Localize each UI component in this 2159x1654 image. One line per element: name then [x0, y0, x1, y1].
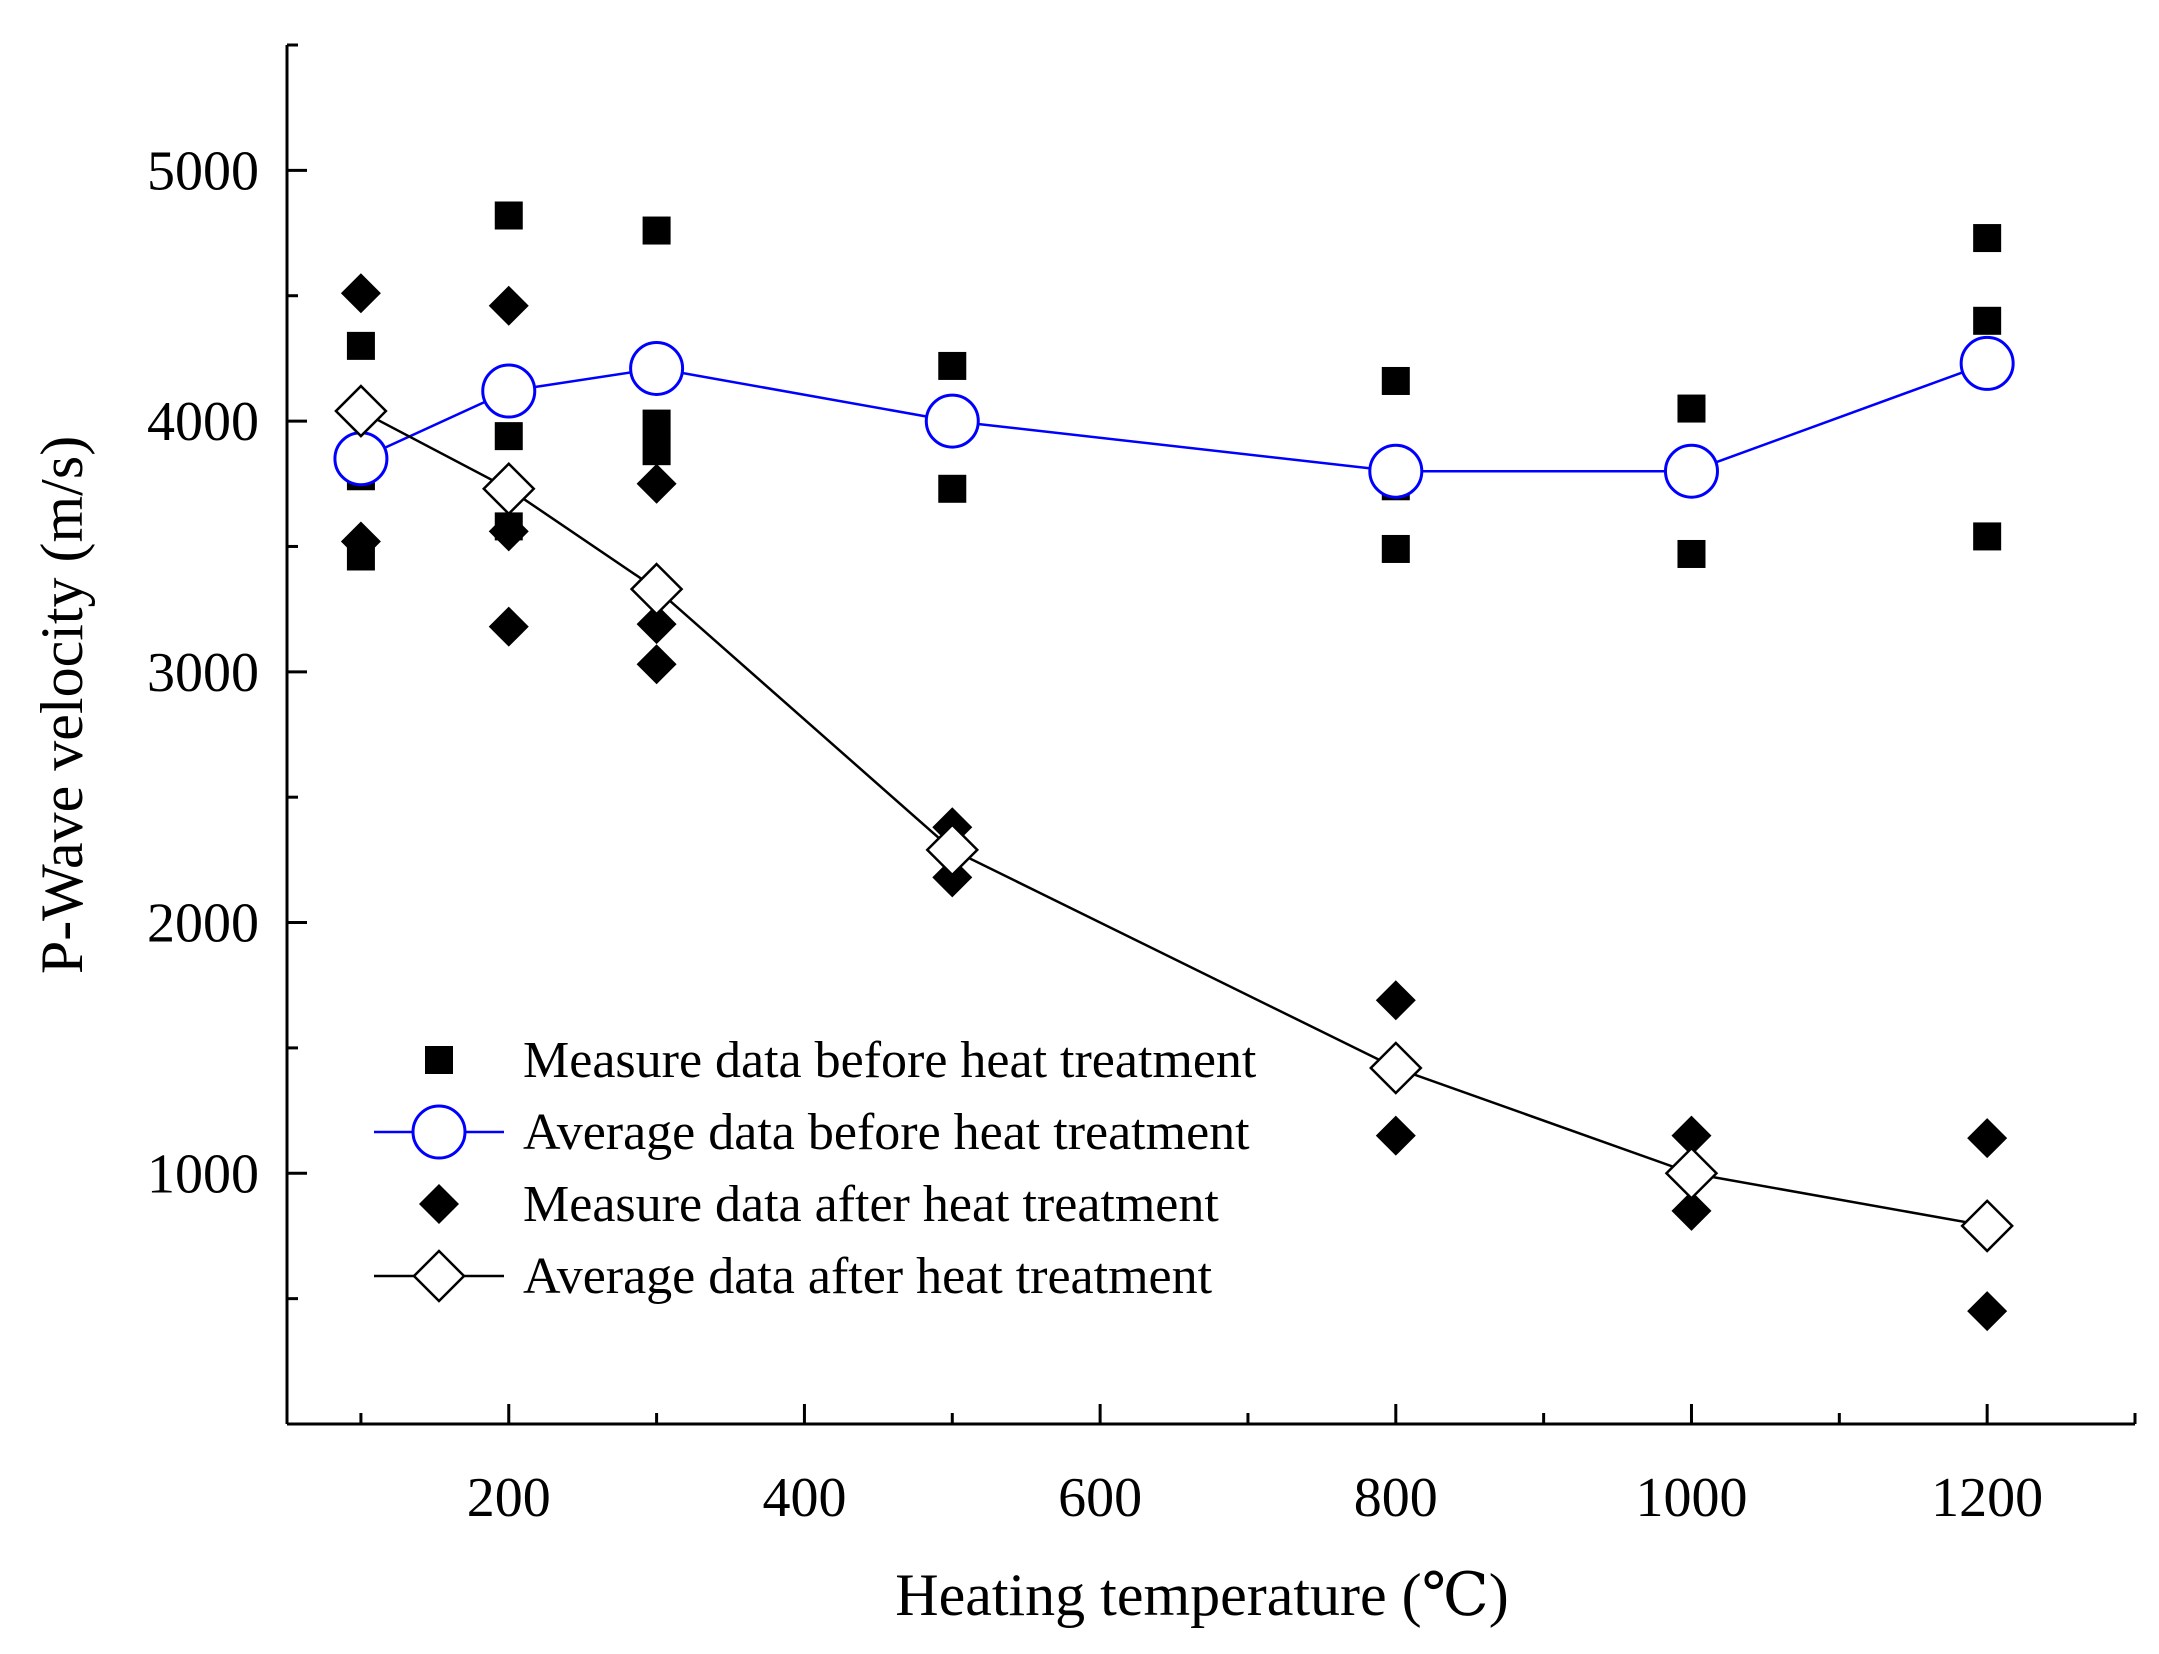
x-axis-title: Heating temperature (℃) [895, 1562, 1509, 1628]
average-line-s1 [360, 362, 1988, 473]
average-point-s1 [924, 393, 980, 449]
y-ticks: 1000 2000 3000 4000 5000 [147, 43, 307, 1301]
measure-point-s2 [1375, 980, 1416, 1021]
measure-point-s2 [340, 273, 381, 314]
average-point-s3 [629, 562, 684, 616]
measure-point-s2 [1671, 1115, 1712, 1156]
measure-point-s0 [938, 351, 967, 380]
measure-point-s0 [1973, 522, 2002, 551]
y-tick-label: 3000 [147, 642, 259, 704]
average-point-s3 [925, 823, 980, 877]
legend-marker [411, 1104, 467, 1160]
measure-point-s2 [1671, 1190, 1712, 1231]
measure-point-s0 [1381, 366, 1410, 395]
legend-marker [419, 1184, 459, 1224]
average-point-s1 [1368, 443, 1424, 499]
legend-marker [412, 1249, 466, 1303]
average-point-s1 [629, 340, 685, 396]
series-markers [333, 201, 2015, 1332]
measure-point-s2 [636, 463, 677, 504]
x-tick-label: 800 [1354, 1467, 1438, 1529]
legend-label: Average data before heat treatment [523, 1104, 1250, 1161]
x-tick-label: 1000 [1635, 1467, 1747, 1529]
measure-point-s0 [1973, 224, 2002, 253]
legend-item: Measure data before heat treatment [425, 1032, 1257, 1089]
average-point-s1 [1663, 443, 1719, 499]
average-point-s1 [481, 363, 537, 419]
measure-point-s0 [642, 437, 671, 466]
y-tick-label: 2000 [147, 893, 259, 955]
axes [285, 45, 2135, 1426]
measure-point-s2 [340, 521, 381, 562]
legend-marker [425, 1046, 453, 1074]
measure-point-s2 [1967, 1291, 2008, 1332]
measure-point-s0 [1381, 534, 1410, 563]
x-tick-label: 400 [762, 1467, 846, 1529]
measure-point-s0 [1973, 306, 2002, 335]
legend-item: Average data before heat treatment [374, 1104, 1250, 1161]
legend-item: Average data after heat treatment [374, 1248, 1213, 1305]
measure-point-s2 [488, 606, 529, 647]
measure-point-s2 [932, 857, 973, 898]
measure-point-s2 [488, 511, 529, 552]
measure-point-s2 [1375, 1115, 1416, 1156]
x-tick-label: 200 [467, 1467, 551, 1529]
measure-point-s0 [642, 216, 671, 245]
measure-point-s0 [494, 201, 523, 230]
average-point-s3 [1369, 1041, 1423, 1095]
measure-point-s2 [488, 285, 529, 326]
x-ticks: 200 400 600 800 1000 1200 [359, 1404, 2137, 1529]
measure-point-s0 [494, 422, 523, 451]
legend: Measure data before heat treatment Averag… [374, 1032, 1257, 1305]
series-lines [360, 362, 1988, 1228]
average-point-s3 [334, 384, 388, 438]
legend-label: Average data after heat treatment [523, 1248, 1213, 1305]
measure-point-s2 [636, 604, 677, 645]
average-point-s1 [333, 431, 389, 487]
average-point-s3 [1960, 1199, 2014, 1253]
average-point-s3 [481, 462, 536, 516]
y-axis-title: P-Wave velocity (m/s) [29, 436, 95, 974]
y-tick-label: 4000 [147, 391, 259, 453]
legend-label: Measure data after heat treatment [523, 1176, 1219, 1233]
measure-point-s0 [642, 409, 671, 438]
x-tick-label: 600 [1058, 1467, 1142, 1529]
x-tick-label: 1200 [1931, 1467, 2043, 1529]
y-tick-label: 5000 [147, 140, 259, 202]
legend-label: Measure data before heat treatment [523, 1032, 1257, 1089]
measure-point-s2 [636, 644, 677, 685]
measure-point-s2 [1967, 1118, 2008, 1159]
measure-point-s0 [938, 474, 967, 503]
measure-point-s0 [1677, 394, 1706, 423]
measure-point-s0 [346, 331, 375, 360]
legend-item: Measure data after heat treatment [419, 1176, 1219, 1233]
average-point-s1 [1959, 335, 2015, 391]
y-tick-label: 1000 [147, 1143, 259, 1205]
measure-point-s0 [1677, 539, 1706, 568]
average-point-s3 [1664, 1146, 1719, 1201]
